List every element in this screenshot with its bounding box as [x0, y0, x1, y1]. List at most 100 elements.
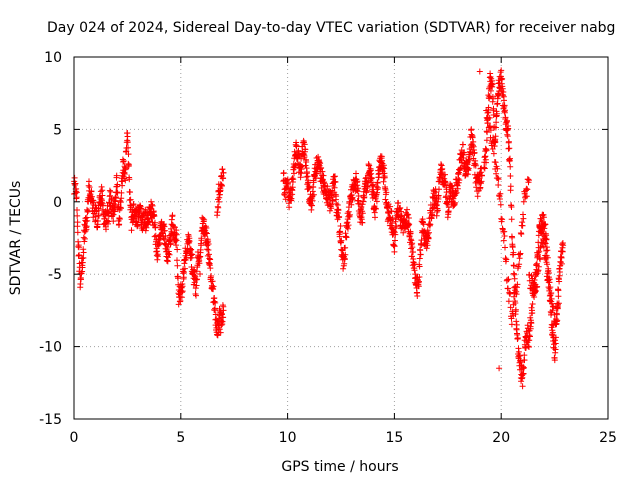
data-point — [517, 358, 524, 365]
data-point — [124, 139, 131, 146]
data-point — [532, 287, 539, 294]
data-point — [434, 207, 441, 214]
data-point — [531, 277, 538, 283]
data-point — [165, 248, 172, 255]
data-point — [375, 184, 381, 191]
data-point — [201, 216, 208, 223]
data-point — [552, 340, 559, 347]
data-point — [333, 193, 340, 200]
data-point — [161, 227, 168, 234]
data-point — [502, 107, 508, 114]
data-point — [192, 285, 199, 292]
data-point — [205, 241, 212, 247]
data-point — [289, 184, 296, 191]
data-point — [220, 169, 227, 176]
data-point — [410, 249, 416, 255]
data-point — [468, 126, 475, 133]
data-point — [481, 165, 488, 172]
data-point — [86, 178, 92, 185]
data-point — [487, 127, 494, 134]
data-point — [551, 345, 558, 351]
data-point — [332, 173, 338, 180]
x-tick-label: 5 — [176, 430, 185, 446]
data-point — [367, 176, 374, 182]
data-point — [502, 244, 508, 251]
data-point — [106, 200, 113, 207]
data-point — [372, 205, 379, 212]
data-point — [391, 243, 398, 250]
data-point — [505, 138, 512, 145]
data-point — [416, 255, 423, 262]
data-point — [438, 161, 444, 168]
data-point — [519, 222, 526, 229]
data-point — [209, 278, 216, 285]
data-point — [134, 221, 141, 228]
data-point — [508, 204, 515, 210]
data-point — [310, 191, 317, 198]
data-point — [320, 172, 327, 179]
data-point — [310, 179, 317, 186]
data-point — [405, 211, 412, 218]
data-point — [332, 179, 339, 185]
data-point — [539, 230, 546, 237]
data-point — [425, 235, 432, 241]
data-point — [508, 216, 515, 223]
data-point — [78, 276, 84, 283]
data-point — [154, 256, 161, 263]
data-point — [520, 370, 527, 377]
data-point — [546, 274, 552, 281]
data-point — [193, 282, 200, 289]
data-point — [194, 276, 200, 283]
data-point — [483, 159, 489, 166]
data-point — [548, 290, 555, 296]
data-point — [347, 211, 353, 218]
data-point — [189, 251, 196, 258]
data-point — [389, 215, 396, 222]
data-point — [74, 212, 81, 219]
data-point — [207, 265, 214, 272]
data-point — [342, 244, 349, 251]
data-point — [173, 231, 180, 238]
data-point — [496, 365, 503, 372]
data-point — [381, 174, 388, 181]
data-point — [205, 247, 212, 253]
data-point — [507, 304, 514, 311]
data-point — [560, 242, 567, 249]
data-point — [420, 221, 427, 228]
data-point — [454, 185, 461, 192]
y-tick-label: 0 — [53, 195, 62, 211]
data-point — [555, 300, 562, 307]
data-point — [354, 178, 361, 185]
tick-labels: 0 5 10 15 20 25 -15 -10 -5 0 5 10 — [39, 50, 617, 446]
data-point — [359, 219, 366, 226]
data-point — [203, 230, 210, 237]
data-point — [525, 343, 532, 350]
x-tick-label: 15 — [385, 430, 403, 446]
data-point — [417, 251, 424, 258]
data-point — [125, 151, 132, 158]
data-point — [149, 202, 156, 209]
data-point — [215, 204, 222, 211]
data-point — [293, 142, 300, 149]
data-point — [395, 199, 402, 206]
data-point — [109, 212, 116, 219]
data-point — [122, 177, 129, 184]
data-point — [549, 322, 556, 329]
data-point — [524, 186, 531, 193]
data-point — [302, 162, 309, 169]
data-point — [461, 149, 468, 156]
data-point — [290, 176, 297, 183]
data-point — [103, 226, 109, 233]
data-point — [559, 248, 566, 255]
data-point — [186, 238, 193, 245]
data-point — [121, 171, 128, 177]
data-point — [373, 205, 379, 212]
data-point — [151, 213, 158, 220]
data-point — [406, 221, 413, 228]
data-point — [556, 269, 563, 275]
data-point — [535, 263, 542, 270]
data-point — [511, 262, 517, 269]
data-point — [369, 188, 376, 195]
data-point — [174, 257, 180, 264]
data-point — [174, 246, 181, 253]
